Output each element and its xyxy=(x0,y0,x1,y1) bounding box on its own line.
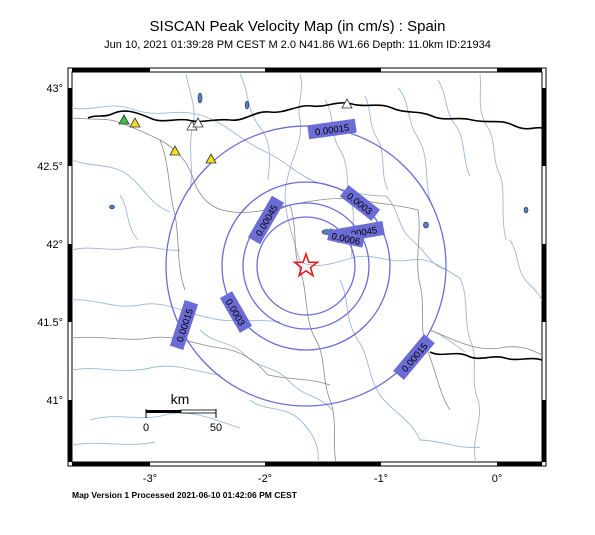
rivers xyxy=(71,73,543,463)
lat-tick-label: 43° xyxy=(46,83,63,95)
contour-0-00015 xyxy=(165,125,447,407)
lon-tick-label: 0° xyxy=(492,473,503,485)
station-triangle-icon xyxy=(129,117,141,128)
map-title: SISCAN Peak Velocity Map (in cm/s) : Spa… xyxy=(149,18,446,35)
lon-tick-label: -1° xyxy=(374,473,388,485)
stations xyxy=(118,98,353,164)
contour-label: 0.00015 xyxy=(307,118,357,140)
contour-0-0003 xyxy=(221,181,391,351)
scale-bar: km 0 50 xyxy=(143,391,222,434)
national-border xyxy=(87,102,543,361)
station-triangle-icon xyxy=(169,145,181,156)
station-triangle-icon xyxy=(341,98,353,109)
map-frame xyxy=(71,71,543,463)
svg-text:0.00015: 0.00015 xyxy=(314,123,350,139)
station-triangle-icon xyxy=(192,117,204,128)
axis-labels: -3° -2° -1° 0° 43° 42.5° 42° 41.5° 41° xyxy=(37,83,502,485)
lat-tick-label: 42.5° xyxy=(37,161,63,173)
lon-tick-label: -2° xyxy=(258,473,272,485)
lat-tick-label: 41.5° xyxy=(37,317,63,329)
scale-unit: km xyxy=(171,391,190,407)
station-triangle-icon xyxy=(205,153,217,164)
scale-label-50: 50 xyxy=(210,422,222,434)
scale-label-0: 0 xyxy=(143,422,149,434)
processing-footer: Map Version 1 Processed 2021-06-10 01:42… xyxy=(72,490,297,500)
map-border xyxy=(67,67,547,467)
contour-0-0006 xyxy=(256,216,356,316)
lat-tick-label: 42° xyxy=(46,239,63,251)
event-subtitle: Jun 10, 2021 01:39:28 PM CEST M 2.0 N41.… xyxy=(104,39,491,51)
contour-0-00045 xyxy=(242,202,370,330)
lon-tick-label: -3° xyxy=(143,473,157,485)
velocity-contours xyxy=(165,125,447,407)
station-triangle-icon xyxy=(118,114,130,125)
lat-tick-label: 41° xyxy=(46,395,63,407)
star-icon xyxy=(292,251,320,278)
